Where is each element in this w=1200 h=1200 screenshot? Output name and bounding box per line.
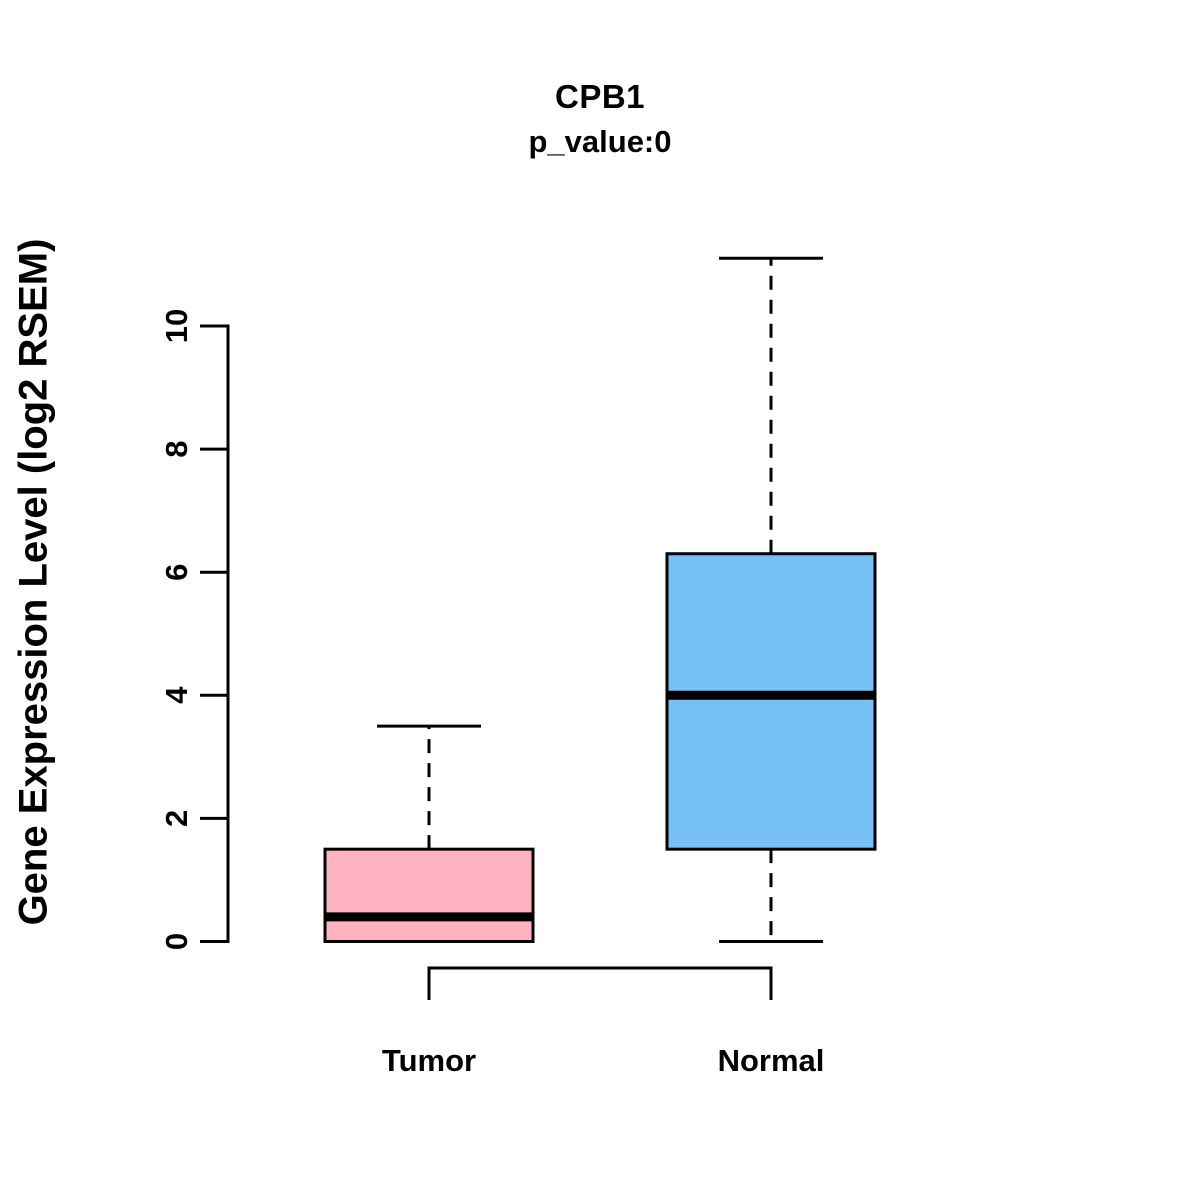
y-tick-label: 2 [159,810,194,827]
x-axis-label-tumor: Tumor [381,1043,477,1078]
y-tick-label: 4 [159,686,194,704]
x-axis-bracket [427,966,773,1000]
y-tick-label: 8 [159,440,194,457]
y-tick-label: 0 [159,933,194,950]
chart-title: CPB1 [554,78,646,115]
y-tick-label: 6 [159,564,194,581]
box-tumor [323,847,535,943]
x-axis-label-normal: Normal [717,1043,825,1078]
box-normal [665,552,877,851]
y-tick-label: 10 [159,309,194,343]
chart-subtitle: p_value:0 [528,124,672,159]
